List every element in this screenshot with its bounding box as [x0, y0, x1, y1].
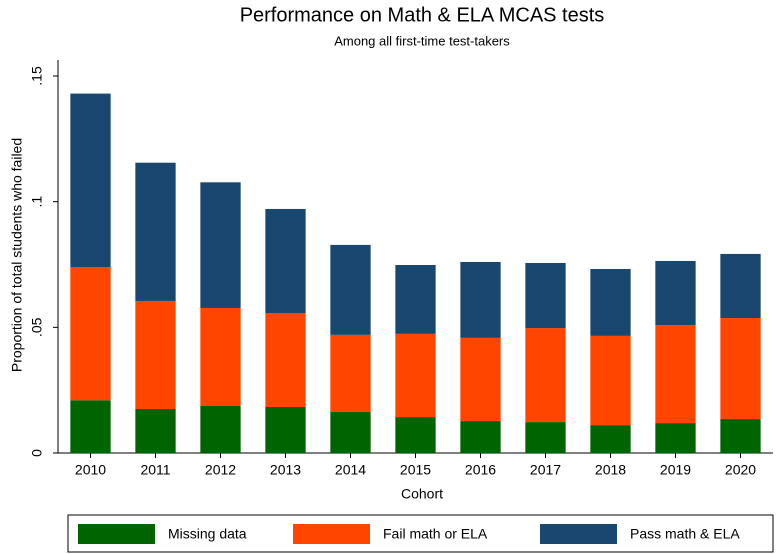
bar-segment [265, 208, 306, 314]
bar-segment [590, 269, 631, 336]
bar-segment [395, 417, 436, 453]
bar-segment [460, 421, 501, 453]
bar-segment [655, 325, 696, 424]
bar-segment [525, 262, 566, 329]
y-axis-label: Proportion of total students who failed [9, 138, 25, 372]
bar-segment [655, 260, 696, 326]
bar-segment [135, 409, 176, 453]
bar-segment [720, 318, 761, 420]
bar-segment [720, 419, 761, 453]
bar-segment [200, 307, 241, 407]
bar-segment [135, 162, 176, 301]
bar-segment [330, 334, 371, 413]
x-tick-label: 2011 [140, 462, 170, 478]
x-tick-label: 2012 [205, 462, 236, 478]
x-tick-label: 2018 [595, 462, 626, 478]
bar-segment [590, 335, 631, 426]
legend-box [67, 514, 774, 553]
legend-label: Missing data [168, 526, 247, 542]
bar-segment [395, 333, 436, 418]
x-axis-label: Cohort [401, 486, 443, 502]
x-tick-label: 2020 [725, 462, 756, 478]
y-tick-label: 0 [29, 449, 45, 457]
x-tick-label: 2019 [660, 462, 691, 478]
bar-segment [395, 265, 436, 334]
bar-segment [590, 425, 631, 453]
y-tick-label: .1 [29, 196, 45, 208]
bar-segment [655, 423, 696, 453]
bar-segment [200, 182, 241, 308]
x-tick-label: 2017 [530, 462, 561, 478]
legend-swatch [78, 524, 155, 544]
chart-subtitle: Among all first-time test-takers [334, 33, 510, 48]
y-tick-label: .05 [29, 317, 45, 337]
legend-swatch [540, 524, 617, 544]
y-tick-label: .15 [29, 66, 45, 86]
bar-segment [265, 313, 306, 408]
bar-segment [70, 400, 111, 453]
bar-segment [70, 93, 111, 268]
legend-label: Pass math & ELA [630, 526, 740, 542]
x-tick-label: 2015 [400, 462, 431, 478]
bar-segment [525, 328, 566, 423]
legend-label: Fail math or ELA [383, 526, 488, 542]
chart-title: Performance on Math & ELA MCAS tests [240, 4, 605, 26]
x-tick-label: 2014 [335, 462, 366, 478]
bar-segment [330, 244, 371, 335]
x-tick-label: 2010 [75, 462, 106, 478]
bar-segment [70, 267, 111, 401]
bar-segment [265, 407, 306, 453]
bar-segment [525, 422, 566, 453]
bar-segment [200, 406, 241, 453]
bar-segment [330, 412, 371, 453]
x-tick-label: 2016 [465, 462, 496, 478]
bar-segment [460, 261, 501, 338]
bar-segment [135, 300, 176, 410]
bar-segment [720, 253, 761, 319]
bar-segment [460, 337, 501, 422]
legend-swatch [293, 524, 370, 544]
x-tick-label: 2013 [270, 462, 301, 478]
